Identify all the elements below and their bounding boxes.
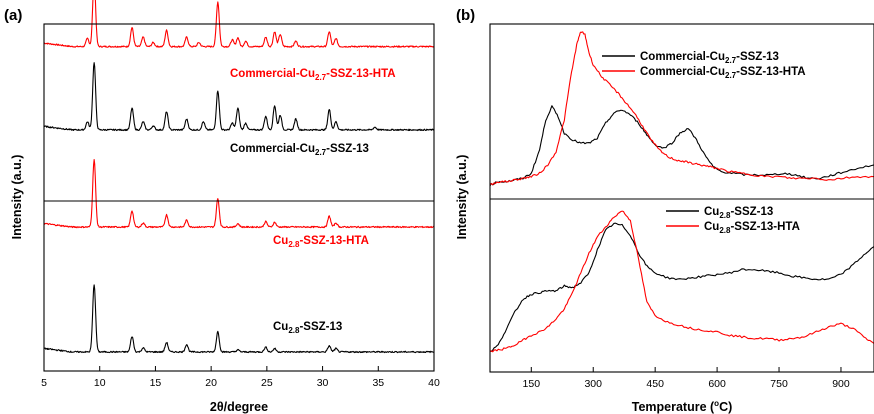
panel-a-x-tick-label: 30 xyxy=(317,377,329,389)
panel-b-legend-label-4: Cu2.8-SSZ-13-HTA xyxy=(704,221,800,235)
panel-a-series-line-3 xyxy=(43,158,435,229)
panel-a-x-axis-title: 2θ/degree xyxy=(210,400,268,414)
panel-a-x-tick-label: 25 xyxy=(261,377,273,389)
panel-b-tpr-chart: (b) 150 300 450 600 750 900 Commercial-Cu2.7-… xyxy=(455,7,874,414)
panel-b-series-line-4 xyxy=(489,210,874,353)
panel-a-x-tick-label: 20 xyxy=(205,377,217,389)
panel-b-x-tick-label: 450 xyxy=(646,378,664,390)
panel-b-series-line-1 xyxy=(489,105,874,187)
panel-a-x-tick-label: 35 xyxy=(372,377,384,389)
panel-b-x-axis-title: Temperature (oC) xyxy=(632,399,733,414)
panel-b-x-tick-label: 150 xyxy=(523,378,541,390)
panel-b-series-line-3 xyxy=(489,222,874,352)
panel-b-series-line-2 xyxy=(489,31,874,186)
panel-a-y-axis-title: Intensity (a.u.) xyxy=(10,155,24,240)
panel-a-series-line-2 xyxy=(43,62,435,132)
panel-b-x-tick-label: 900 xyxy=(832,378,850,390)
panel-b-legend-label-1: Commercial-Cu2.7-SSZ-13 xyxy=(640,51,779,65)
panel-a-series-label-4: Cu2.8-SSZ-13 xyxy=(273,321,342,335)
panel-a-label: (a) xyxy=(4,7,22,24)
panel-b-x-ticks: 150 300 450 600 750 900 xyxy=(523,367,850,390)
panel-a-x-tick-label: 10 xyxy=(94,377,106,389)
panel-a-series-line-1 xyxy=(43,0,435,48)
panel-a-x-ticks: 5 10 15 20 25 30 35 40 xyxy=(41,366,440,389)
panel-a-frame xyxy=(43,23,435,372)
panel-a-x-tick-label: 40 xyxy=(428,377,440,389)
panel-b-legend-label-3: Cu2.8-SSZ-13 xyxy=(704,206,773,220)
panel-a-traces xyxy=(43,0,435,354)
panel-b-traces xyxy=(489,31,874,353)
panel-a-series-labels: Commercial-Cu2.7-SSZ-13-HTA Commercial-Cu… xyxy=(230,68,396,335)
panel-b-y-axis-title: Intensity (a.u.) xyxy=(455,155,469,240)
panel-b-legend-label-2: Commercial-Cu2.7-SSZ-13-HTA xyxy=(640,66,806,80)
panel-b-frame xyxy=(489,23,874,373)
panel-b-x-tick-label: 300 xyxy=(584,378,602,390)
panel-a-series-line-4 xyxy=(43,284,435,354)
panel-a-xrd-chart: (a) 5 10 15 20 25 30 35 40 Commercial-Cu2.7-SSZ… xyxy=(4,0,440,414)
panel-a-x-tick-label: 5 xyxy=(41,377,47,389)
panel-a-x-tick-label: 15 xyxy=(150,377,162,389)
panel-b-x-tick-label: 750 xyxy=(770,378,788,390)
panel-a-series-label-3: Cu2.8-SSZ-13-HTA xyxy=(273,235,369,249)
panel-b-x-tick-label: 600 xyxy=(708,378,726,390)
panel-b-label: (b) xyxy=(456,7,475,24)
panel-a-series-label-2: Commercial-Cu2.7-SSZ-13 xyxy=(230,143,369,157)
panel-a-series-label-1: Commercial-Cu2.7-SSZ-13-HTA xyxy=(230,68,396,82)
panel-b-legends: Commercial-Cu2.7-SSZ-13Commercial-Cu2.7-… xyxy=(602,51,806,235)
